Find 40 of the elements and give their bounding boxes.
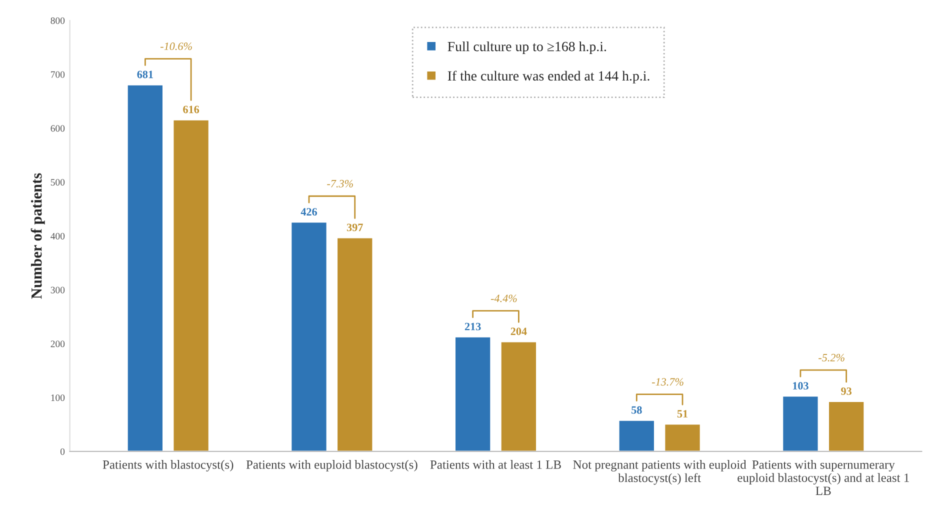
y-tick-label: 500: [50, 179, 65, 186]
bar: [336, 236, 374, 452]
data-label: 426: [300, 208, 318, 216]
data-label: 213: [464, 322, 481, 330]
y-tick-label: 200: [50, 340, 65, 348]
x-tick-label: Patients with euploid blastocyst(s): [246, 460, 418, 472]
bar: [664, 423, 702, 452]
x-tick-label: Patients with at least 1 LB: [430, 460, 561, 469]
data-label: 51: [677, 410, 688, 418]
data-label: 397: [346, 224, 363, 232]
y-tick-label: 800: [50, 17, 65, 24]
y-tick-label: 700: [51, 71, 65, 78]
data-label: 681: [137, 70, 153, 78]
annotation: -4.4%: [490, 294, 517, 302]
y-tick-label: 400: [50, 232, 65, 240]
bar: [290, 221, 328, 452]
y-tick-label: 600: [50, 125, 65, 132]
data-label: 204: [510, 328, 527, 336]
data-label: 58: [632, 406, 642, 414]
annotation: -13.7%: [652, 378, 684, 386]
legend-label: If the culture was ended at 144 h.p.i.: [448, 70, 650, 84]
bar: [172, 118, 210, 452]
bar: [618, 420, 656, 452]
data-label: 93: [841, 387, 852, 395]
bar: [782, 395, 820, 452]
bar: [126, 84, 164, 452]
x-tick-label: Patients with blastocyst(s): [102, 460, 234, 472]
bar: [500, 340, 538, 452]
annotation: -10.6%: [160, 42, 192, 50]
y-axis-title: Number of patients: [30, 173, 45, 299]
y-tick-label: 0: [60, 448, 65, 455]
data-label: 103: [793, 382, 808, 390]
legend-label: Full culture up to ≥168 h.p.i.: [448, 41, 606, 54]
bar: [454, 336, 492, 452]
bar: [828, 400, 866, 452]
y-tick-label: 300: [50, 286, 65, 294]
annotation: -5.2%: [818, 354, 844, 362]
data-label: 616: [183, 106, 200, 114]
annotation: -7.3%: [327, 180, 353, 188]
y-tick-label: 100: [51, 394, 65, 402]
